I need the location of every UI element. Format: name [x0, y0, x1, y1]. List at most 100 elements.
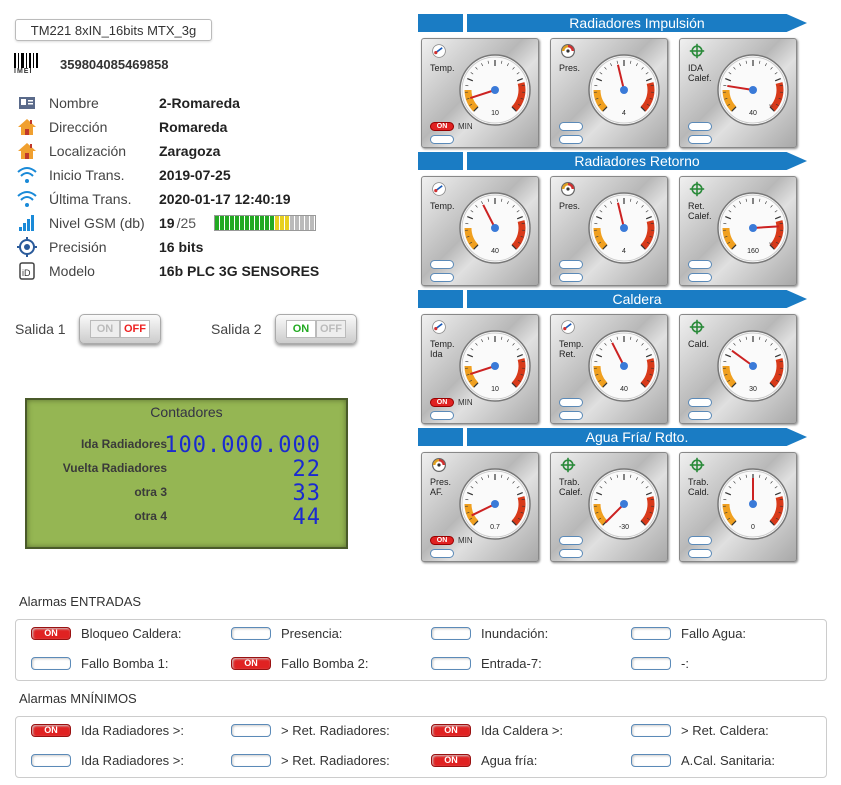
gsm-segment [290, 216, 295, 230]
alarm-toggle[interactable] [431, 627, 471, 640]
gauge-card[interactable]: Ret. Calef. 160 ºC [679, 176, 797, 286]
alarm-toggle[interactable] [559, 273, 583, 282]
min-toggle[interactable]: ON [430, 398, 454, 407]
gauge-dial: 30 [717, 330, 789, 402]
alarm-toggle[interactable] [231, 754, 271, 767]
gsm-level-bar [214, 215, 317, 231]
gauge-label-line: Calef. [559, 487, 583, 497]
gauge-label: Cald. [688, 339, 709, 349]
info-label: Última Trans. [49, 191, 132, 207]
crosshair-icon [689, 457, 705, 473]
alarm-toggle[interactable]: ON [431, 724, 471, 737]
alarm-toggle[interactable] [430, 411, 454, 420]
gauge-label-line: Temp. [430, 201, 455, 211]
section-header: Caldera [418, 290, 808, 308]
alarm-toggle[interactable] [431, 657, 471, 670]
alarm-toggle[interactable] [231, 627, 271, 640]
min-toggle[interactable] [559, 398, 583, 407]
gsm-segment [280, 216, 285, 230]
min-toggle[interactable] [688, 260, 712, 269]
crosshair-icon [689, 43, 705, 59]
alarm-toggle[interactable] [559, 549, 583, 558]
alarm-toggle[interactable] [631, 627, 671, 640]
min-toggle[interactable] [688, 398, 712, 407]
gauge-card[interactable]: Temp. Ret. 40 [550, 314, 668, 424]
gauge-dial: 10 [459, 330, 531, 402]
home-icon [16, 117, 38, 137]
alarm-toggle[interactable] [688, 273, 712, 282]
info-total: /25 [176, 215, 197, 231]
alarm-toggle[interactable] [688, 549, 712, 558]
gauge-label-line: Trab. [559, 477, 580, 487]
alarm-toggle[interactable] [430, 273, 454, 282]
min-row: ON MIN [430, 536, 473, 545]
alarm-toggle[interactable] [430, 135, 454, 144]
gauge-card[interactable]: Cald. 30 [679, 314, 797, 424]
alarm-item: Presencia: [231, 626, 342, 641]
gauge-label-line: Temp. [559, 339, 584, 349]
min-toggle[interactable] [688, 122, 712, 131]
gauge-label-line: Trab. [688, 477, 709, 487]
info-label: Localización [49, 143, 127, 159]
min-row [559, 122, 583, 131]
min-row: ON MIN [430, 122, 473, 131]
alarm-toggle[interactable] [31, 657, 71, 670]
alarm-toggle[interactable] [688, 411, 712, 420]
min-label: MIN [458, 536, 473, 545]
min-toggle[interactable]: ON [430, 536, 454, 545]
gauge-label: Pres. [559, 63, 580, 73]
section-tab [418, 14, 463, 32]
alarm-toggle[interactable] [631, 724, 671, 737]
gauge-label-line: Temp. [430, 339, 455, 349]
min-toggle[interactable]: ON [430, 122, 454, 131]
min-toggle[interactable] [559, 536, 583, 545]
alarm-toggle[interactable]: ON [431, 754, 471, 767]
info-row: Nombre 2-Romareda [16, 91, 319, 115]
alarm-toggle[interactable] [688, 135, 712, 144]
section-title: Caldera [467, 290, 807, 308]
gauge-card[interactable]: Temp. 40 [421, 176, 539, 286]
gauge-card[interactable]: IDA Calef. 40 ºC [679, 38, 797, 148]
gauge-card[interactable]: Temp. Ida 10 ON MIN [421, 314, 539, 424]
alarm-toggle[interactable] [430, 549, 454, 558]
counter-value: 100.000.000 [164, 433, 321, 458]
alarm-label: A.Cal. Sanitaria: [681, 753, 775, 768]
imei-row: IMEI 359804085469858 [14, 53, 168, 75]
alarm-toggle[interactable]: ON [231, 657, 271, 670]
alarm-toggle[interactable] [231, 724, 271, 737]
min-toggle[interactable] [688, 536, 712, 545]
min-toggle[interactable] [559, 260, 583, 269]
output-2-switch[interactable]: ON OFF [275, 314, 357, 344]
thermometer-icon [431, 181, 447, 197]
counter-row: Vuelta Radiadores 22 [27, 457, 347, 482]
gauge-card[interactable]: Temp. 10 ON MIN [421, 38, 539, 148]
gauge-card[interactable]: Trab. Calef. -30 [550, 452, 668, 562]
output-1-switch[interactable]: ON OFF [79, 314, 161, 344]
alarm-toggle[interactable] [631, 657, 671, 670]
info-label: Modelo [49, 263, 95, 279]
alarm-toggle[interactable]: ON [31, 627, 71, 640]
svg-text:iD: iD [22, 268, 31, 278]
alarm-toggle[interactable] [631, 754, 671, 767]
alarm-toggle[interactable] [559, 135, 583, 144]
thermometer-icon [431, 43, 447, 59]
alarm-item: > Ret. Radiadores: [231, 723, 390, 738]
alarm-toggle[interactable] [31, 754, 71, 767]
output-1-on: ON [90, 320, 120, 338]
output-2-on: ON [286, 320, 316, 338]
gauge-label: Temp. Ida [430, 339, 455, 359]
min-toggle[interactable] [430, 260, 454, 269]
gauge-card[interactable]: Pres. AF. 0.7 ON MIN [421, 452, 539, 562]
alarm-item: ON Bloqueo Caldera: [31, 626, 181, 641]
gauge-label-line: Pres. [559, 201, 581, 211]
gauge-card[interactable]: Pres. 4 [550, 176, 668, 286]
gauge-label-line: Ida [430, 349, 443, 359]
gauge-label-line: Temp. [430, 63, 455, 73]
gsm-segment [225, 216, 230, 230]
alarm-toggle[interactable]: ON [31, 724, 71, 737]
signal-icon [16, 213, 38, 233]
gauge-card[interactable]: Trab. Cald. 0 [679, 452, 797, 562]
min-toggle[interactable] [559, 122, 583, 131]
gauge-card[interactable]: Pres. 4 [550, 38, 668, 148]
alarm-toggle[interactable] [559, 411, 583, 420]
